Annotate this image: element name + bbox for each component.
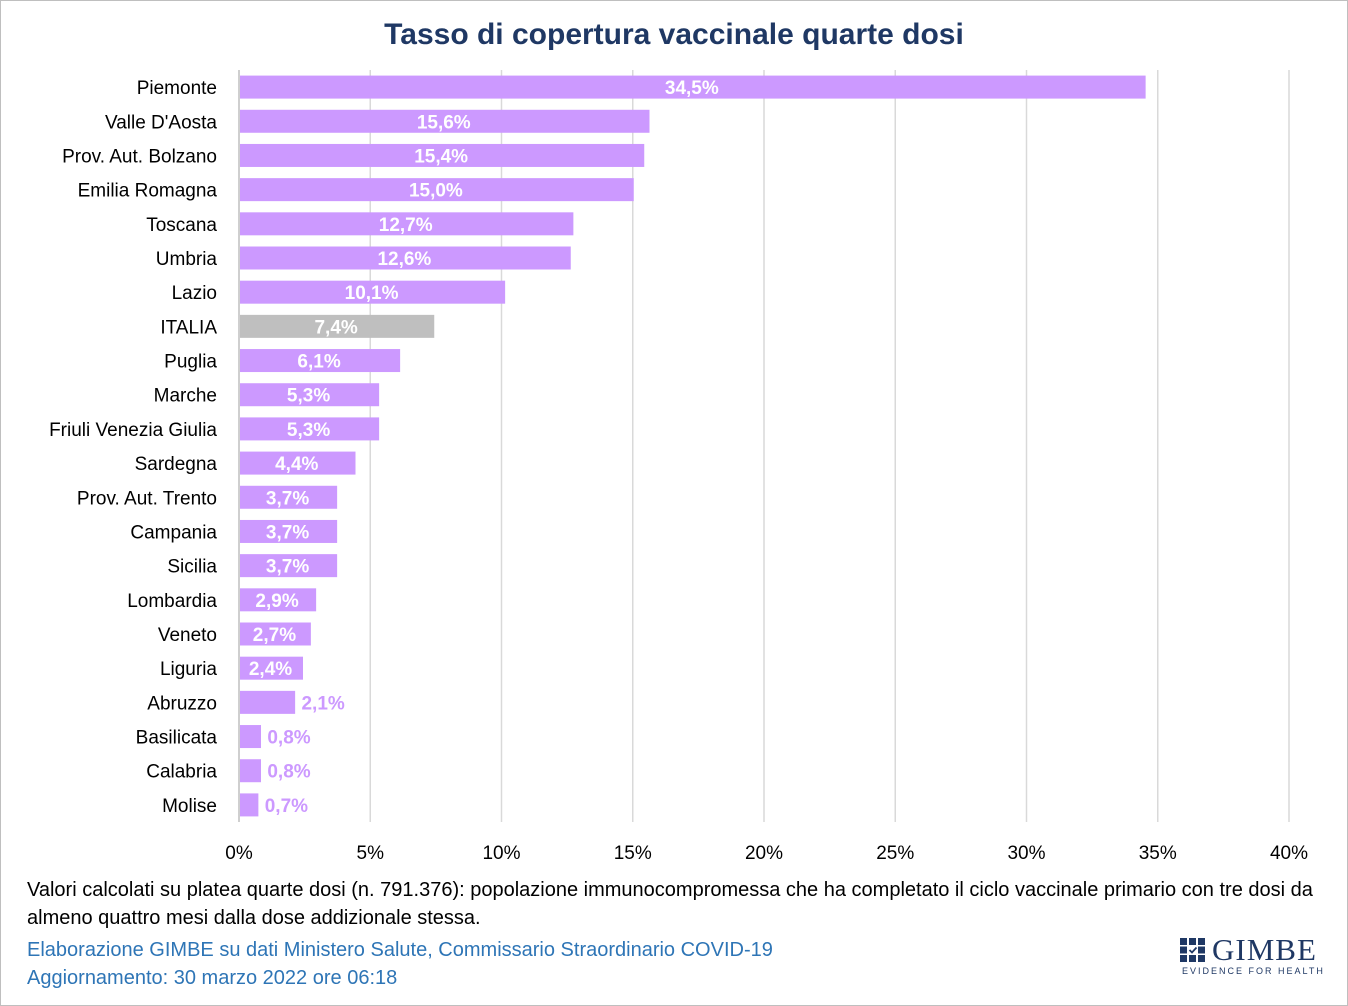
gimbe-logo: GIMBE EVIDENCE FOR HEALTH [1180,932,1325,978]
bar [240,109,650,133]
category-label: Emilia Romagna [78,181,218,202]
footnote: Valori calcolati su platea quarte dosi (… [27,879,1313,929]
category-label: Campania [130,522,217,543]
category-label: Sicilia [167,557,217,578]
category-label: Piemonte [137,78,217,99]
bar [240,725,261,749]
bar [240,485,338,509]
category-label: Sardegna [135,454,218,475]
bar [240,246,571,270]
data-label: 3,7% [266,557,309,578]
data-label: 0,8% [267,762,310,783]
x-tick-label: 30% [1007,843,1045,864]
x-tick-label: 5% [357,843,385,864]
x-tick-label: 25% [876,843,914,864]
data-label: 15,6% [417,112,471,133]
category-label: Friuli Venezia Giulia [49,420,217,441]
category-label: Umbria [156,249,218,270]
data-label: 2,7% [253,625,296,646]
data-label: 15,0% [409,181,463,202]
data-label: 2,4% [249,659,292,680]
bar [240,349,401,373]
bar [240,656,303,680]
category-label: Marche [154,386,217,407]
logo-tagline: EVIDENCE FOR HEALTH [1182,966,1325,976]
x-tick-label: 10% [482,843,520,864]
category-label: Puglia [164,352,217,373]
bar [240,417,380,441]
data-label: 5,3% [287,420,330,441]
bar [240,314,435,338]
bar [240,383,380,407]
x-tick-label: 20% [745,843,783,864]
data-label: 0,8% [267,728,310,749]
bar [240,212,574,236]
bar [240,690,296,714]
data-label: 7,4% [314,317,357,338]
category-label: Liguria [160,659,217,680]
source-credit: Elaborazione GIMBE su dati Ministero Sal… [27,939,773,961]
logo-grid-icon [1180,938,1205,962]
data-label: 3,7% [266,522,309,543]
category-label: Prov. Aut. Trento [77,488,217,509]
category-label: Valle D'Aosta [105,112,217,133]
x-tick-label: 15% [614,843,652,864]
data-label: 4,4% [275,454,318,475]
bar [240,75,1146,99]
bar [240,519,338,543]
category-label: ITALIA [160,317,217,338]
data-label: 12,7% [379,215,433,236]
data-label: 10,1% [345,283,399,304]
x-tick-label: 40% [1270,843,1308,864]
logo-wordmark: GIMBE [1212,932,1317,967]
update-timestamp: Aggiornamento: 30 marzo 2022 ore 06:18 [27,967,398,989]
data-label: 6,1% [297,352,340,373]
bar [240,554,338,578]
category-label: Molise [162,796,217,817]
data-label: 12,6% [377,249,431,270]
category-label: Prov. Aut. Bolzano [62,146,217,167]
data-label: 5,3% [287,386,330,407]
category-label: Abruzzo [147,693,217,714]
data-label: 3,7% [266,488,309,509]
category-label: Lombardia [127,591,217,612]
x-tick-label: 35% [1139,843,1177,864]
data-label: 2,9% [255,591,298,612]
category-label: Lazio [172,283,217,304]
data-label: 2,1% [301,693,344,714]
bar [240,622,311,646]
category-label: Calabria [146,762,217,783]
category-label: Toscana [146,215,217,236]
bar [240,178,634,202]
x-tick-label: 0% [225,843,253,864]
data-label: 34,5% [665,78,719,99]
bar-chart: 0% 5% 10% 15% 20% 25% 30% 35% 40% Piemonte 34,5% Va… [49,70,1308,864]
bar [240,143,645,167]
chart-title: Tasso di copertura vaccinale quarte dosi [384,18,964,51]
category-label: Basilicata [136,728,218,749]
bar [240,793,259,817]
bar [240,588,317,612]
data-label: 0,7% [265,796,308,817]
bar [240,451,356,475]
data-label: 15,4% [414,146,468,167]
category-label: Veneto [158,625,217,646]
bar [240,280,506,304]
bar [240,759,261,783]
